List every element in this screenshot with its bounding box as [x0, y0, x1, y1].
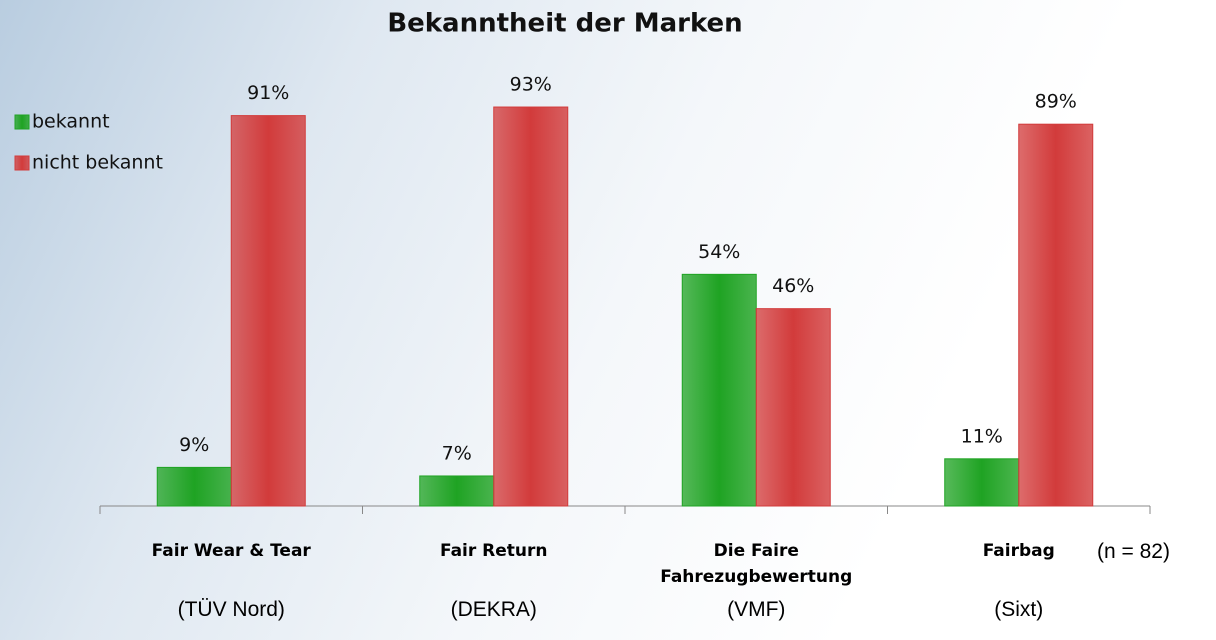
chart-title: Bekanntheit der Marken	[387, 9, 742, 39]
legend-swatch	[14, 114, 30, 130]
x-tick-label: Fair Return	[439, 541, 548, 561]
bar	[755, 308, 831, 507]
value-label: 89%	[1035, 91, 1077, 113]
x-sub-label: (Sixt)	[994, 598, 1044, 621]
value-label: 11%	[961, 425, 1003, 447]
sample-note: (n = 82)	[1097, 540, 1170, 563]
legend-swatch	[14, 155, 30, 171]
x-tick-label: Die Faire Fahrezugbewertung	[660, 541, 853, 587]
bar	[681, 273, 757, 507]
bar	[944, 458, 1020, 507]
bar	[419, 475, 495, 507]
value-label: 9%	[179, 434, 209, 456]
value-label: 54%	[698, 241, 740, 263]
bar	[1018, 123, 1094, 507]
value-label: 46%	[772, 275, 814, 297]
x-sub-label: (TÜV Nord)	[177, 598, 285, 621]
value-label: 91%	[247, 82, 289, 104]
x-tick-label: Fairbag	[982, 541, 1055, 561]
bar	[156, 466, 232, 507]
legend-label: nicht bekannt	[32, 152, 163, 174]
value-label: 93%	[510, 74, 552, 96]
bar	[230, 115, 306, 507]
x-sub-label: (DEKRA)	[450, 598, 537, 621]
x-tick-label: Fair Wear & Tear	[151, 541, 311, 561]
x-sub-label: (VMF)	[727, 598, 786, 621]
value-label: 7%	[442, 442, 472, 464]
bar	[493, 106, 569, 507]
legend-label: bekannt	[32, 111, 110, 133]
